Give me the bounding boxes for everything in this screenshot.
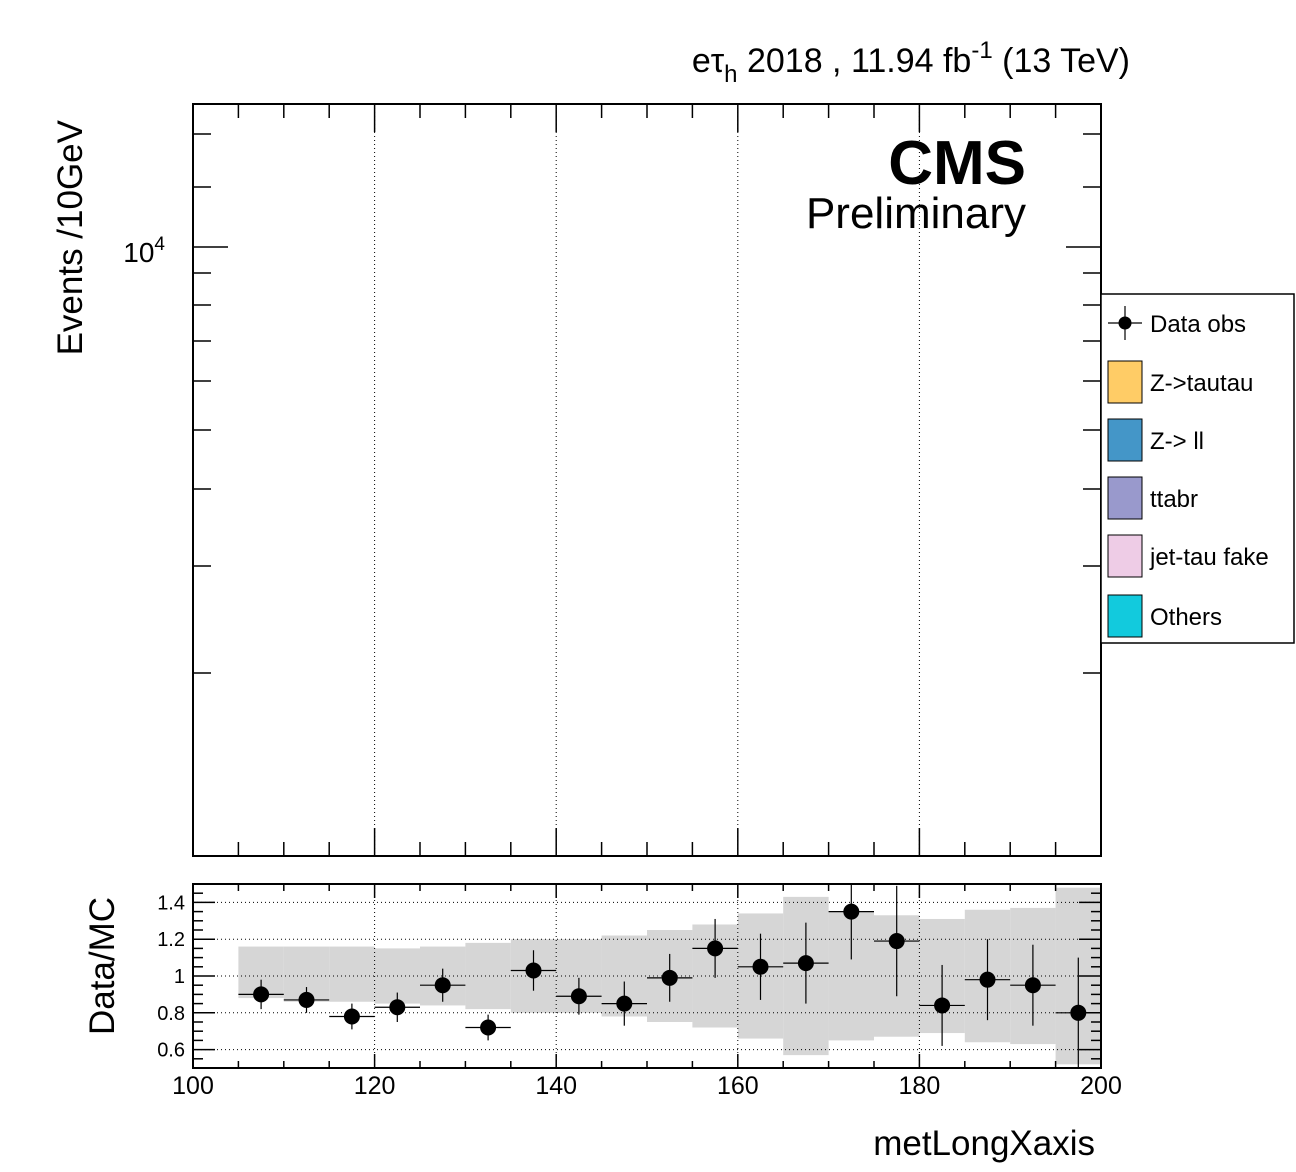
legend: Data obs Z->tautau Z-> ll ttabr jet-tau fake… — [1100, 293, 1295, 644]
header-energy: (13 TeV) — [993, 42, 1130, 80]
data-point — [1070, 1004, 1087, 1021]
plot-header: eτh 2018 , 11.94 fb-1 (13 TeV) — [692, 37, 1130, 88]
header-year-lumi: 2018 , 11.94 fb — [738, 42, 972, 80]
ratio-panel: 0.6 0.8 1 1.2 1.4 100 120 140 160 180 200 Data/MC… — [83, 883, 1122, 1163]
uncertainty-band-bin — [465, 942, 511, 1010]
ratio-data-points — [238, 884, 1101, 1068]
main-panel: CMS Preliminary 104 Events /10GeV — [51, 103, 1102, 857]
header-channel-sub: h — [724, 61, 737, 88]
main-y-tick-base: 10 — [123, 237, 154, 268]
legend-swatch — [1107, 360, 1143, 404]
data-point — [797, 955, 814, 972]
x-tick-label: 120 — [354, 1072, 396, 1100]
ratio-y-tick-label: 1.4 — [157, 892, 185, 914]
legend-box — [1100, 293, 1295, 644]
data-point — [888, 933, 905, 950]
legend-label: Z-> ll — [1150, 428, 1204, 455]
main-y-tick-exp: 4 — [154, 234, 165, 255]
ratio-ticks — [192, 883, 1102, 1069]
legend-data-marker — [1118, 316, 1132, 330]
data-point — [298, 991, 315, 1008]
x-axis-label: metLongXaxis — [873, 1124, 1095, 1163]
data-point — [616, 995, 633, 1012]
legend-label: Z->tautau — [1150, 370, 1253, 397]
data-point — [707, 940, 724, 957]
data-point — [1024, 977, 1041, 994]
ratio-grid — [193, 884, 1101, 1068]
x-tick-label: 200 — [1080, 1072, 1122, 1100]
ratio-y-tick-label: 1 — [174, 966, 185, 988]
legend-swatch — [1107, 534, 1143, 578]
ratio-y-tick-labels: 0.6 0.8 1 1.2 1.4 — [157, 892, 185, 1061]
x-tick-label: 180 — [899, 1072, 941, 1100]
main-grid — [374, 104, 920, 856]
legend-label: jet-tau fake — [1149, 544, 1269, 571]
legend-swatch — [1107, 418, 1143, 462]
main-y-tick-label: 104 — [123, 234, 165, 268]
legend-entries: Data obs Z->tautau Z-> ll ttabr jet-tau fake… — [1107, 306, 1269, 638]
data-point — [343, 1008, 360, 1025]
ratio-y-tick-label: 1.2 — [157, 929, 185, 951]
x-tick-label: 160 — [717, 1072, 759, 1100]
ratio-y-tick-label: 0.6 — [157, 1040, 185, 1062]
data-point — [480, 1019, 497, 1036]
data-point — [389, 999, 406, 1016]
legend-label: ttabr — [1150, 486, 1198, 513]
data-point — [253, 986, 270, 1003]
main-ticks — [192, 103, 1102, 856]
data-point — [434, 977, 451, 994]
header-channel-e: e — [692, 42, 711, 80]
data-point — [752, 958, 769, 975]
cms-label: CMS — [888, 129, 1026, 198]
preliminary-label: Preliminary — [806, 189, 1026, 238]
ratio-y-axis-label: Data/MC — [83, 897, 122, 1035]
x-tick-label: 140 — [535, 1072, 577, 1100]
data-point — [934, 997, 951, 1014]
uncertainty-band-bin — [329, 946, 375, 1002]
main-y-axis-label: Events /10GeV — [51, 119, 90, 355]
legend-swatch — [1107, 594, 1143, 638]
header-lumi-exp: -1 — [971, 37, 992, 64]
data-point — [843, 903, 860, 920]
header-channel-tau: τ — [711, 42, 725, 80]
ratio-y-tick-label: 0.8 — [157, 1003, 185, 1025]
data-point — [570, 988, 587, 1005]
ratio-x-tick-labels: 100 120 140 160 180 200 — [172, 1072, 1122, 1100]
data-point — [525, 962, 542, 979]
data-point — [979, 971, 996, 988]
legend-label: Data obs — [1150, 311, 1246, 338]
data-point — [661, 969, 678, 986]
legend-label: Others — [1150, 604, 1222, 631]
x-tick-label: 100 — [172, 1072, 214, 1100]
legend-swatch — [1107, 476, 1143, 520]
